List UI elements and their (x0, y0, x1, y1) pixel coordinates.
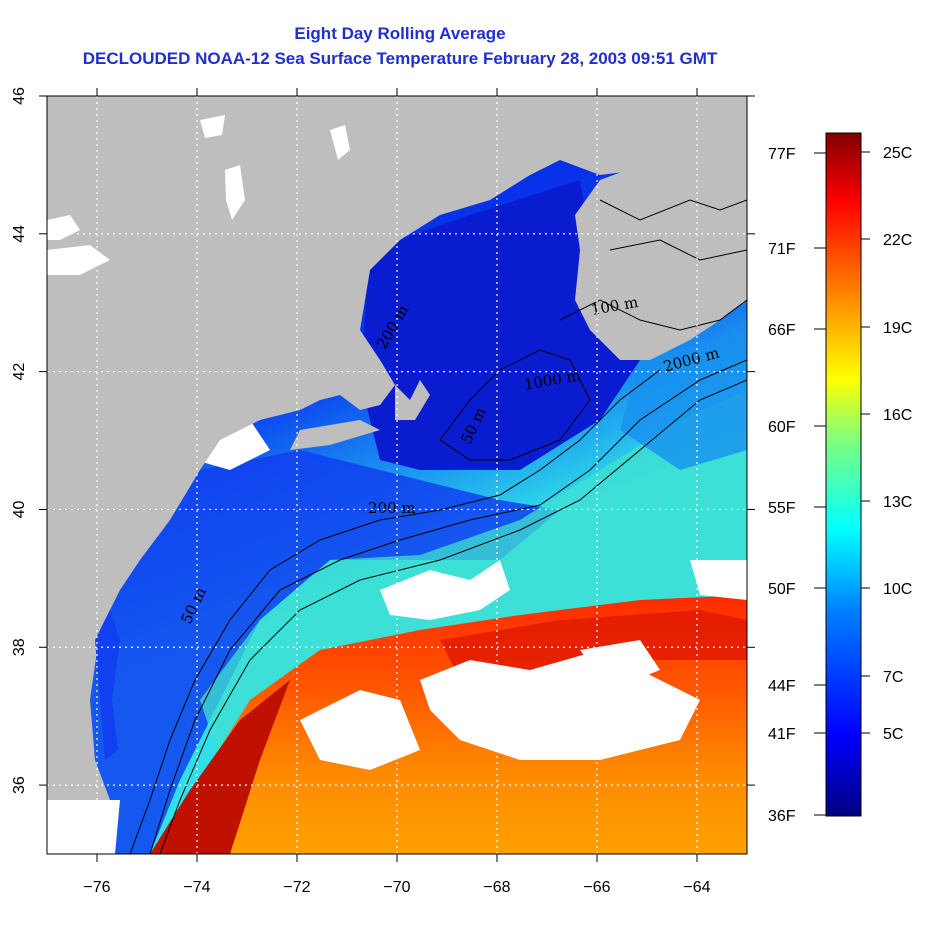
y-tick-label: 46 (11, 87, 28, 105)
colorbar-fahrenheit-labels: 77F 71F 66F 60F 55F 50F 44F 41F 36F (768, 146, 826, 825)
colorbar-celsius-label: 19C (883, 320, 912, 337)
colorbar-fahrenheit-label: 36F (768, 808, 796, 825)
colorbar-celsius-label: 7C (883, 669, 903, 686)
warm-core-edge (620, 330, 747, 470)
right-axis-ticks (747, 95, 755, 786)
colorbar-celsius-labels: 25C 22C 19C 16C 13C 10C 7C 5C (861, 145, 912, 743)
cloud-masks (47, 420, 747, 854)
title-line-1: Eight Day Rolling Average (294, 24, 506, 43)
y-tick-label: 38 (11, 638, 28, 656)
colorbar-fahrenheit-label: 66F (768, 322, 796, 339)
colorbar-celsius-label: 5C (883, 726, 903, 743)
x-tick-label: −64 (683, 879, 710, 896)
sst-map: 50 m 200 m 100 m 2000 m 50 m 200 m 1000 … (47, 96, 747, 854)
x-axis-longitude: −76 −74 −72 −70 −68 −66 −64 (83, 88, 711, 896)
colorbar-celsius-label: 16C (883, 407, 912, 424)
colorbar-fahrenheit-label: 60F (768, 419, 796, 436)
x-tick-label: −68 (483, 879, 510, 896)
x-tick-label: −70 (383, 879, 410, 896)
land-cape-cod (395, 380, 430, 420)
contour-label-200m: 200 m (368, 499, 416, 517)
colorbar: 25C 22C 19C 16C 13C 10C 7C 5C 77F 71F 66F 60F 55F 50… (768, 132, 912, 825)
colorbar-fahrenheit-label: 41F (768, 726, 796, 743)
x-tick-label: −74 (183, 879, 210, 896)
colorbar-celsius-label: 25C (883, 145, 912, 162)
y-tick-label: 44 (11, 225, 28, 243)
y-axis-latitude: 36 38 40 42 44 46 (11, 87, 47, 794)
y-tick-label: 40 (11, 500, 28, 518)
colorbar-celsius-label: 13C (883, 494, 912, 511)
bathymetry-contours (129, 199, 747, 854)
colorbar-fahrenheit-label: 44F (768, 678, 796, 695)
y-tick-label: 36 (11, 776, 28, 794)
gulf-of-maine (360, 180, 640, 470)
colorbar-fahrenheit-label: 55F (768, 500, 796, 517)
colorbar-gradient (825, 132, 862, 817)
x-tick-label: −66 (583, 879, 610, 896)
x-tick-label: −72 (283, 879, 310, 896)
land-north-america (47, 96, 747, 800)
land-nova-scotia (575, 140, 747, 360)
colorbar-fahrenheit-label: 50F (768, 581, 796, 598)
land-long-island (290, 420, 380, 450)
colorbar-fahrenheit-label: 77F (768, 146, 796, 163)
y-tick-label: 42 (11, 363, 28, 381)
colorbar-celsius-label: 10C (883, 581, 912, 598)
gulf-stream-core (150, 680, 290, 854)
x-tick-label: −76 (83, 879, 110, 896)
gulf-stream-warm-band (440, 610, 747, 680)
colorbar-celsius-label: 22C (883, 232, 912, 249)
inland-lakes (47, 115, 350, 275)
map-grid (47, 96, 747, 854)
colorbar-fahrenheit-label: 71F (768, 241, 796, 258)
title-line-2: DECLOUDED NOAA-12 Sea Surface Temperatur… (82, 49, 718, 68)
